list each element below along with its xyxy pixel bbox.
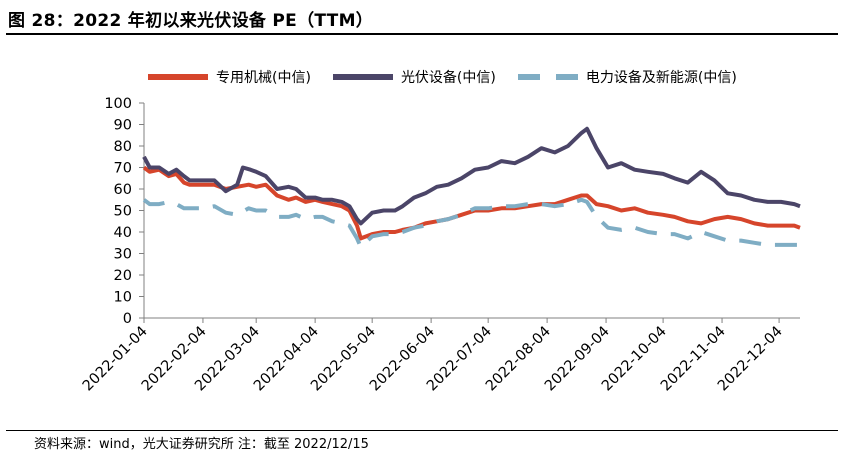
figure-header: 图 28：2022 年初以来光伏设备 PE（TTM） xyxy=(6,2,838,35)
y-tick-label: 50 xyxy=(114,204,132,220)
y-tick-label: 70 xyxy=(114,161,132,177)
legend-swatch-special-machinery xyxy=(148,74,208,80)
chart-title: 图 28：2022 年初以来光伏设备 PE（TTM） xyxy=(8,11,374,31)
footer-divider xyxy=(6,430,838,431)
legend-swatch-pv-equipment xyxy=(332,74,393,80)
legend-label-power-equipment: 电力设备及新能源(中信) xyxy=(585,70,737,86)
legend-item-pv-equipment: 光伏设备(中信) xyxy=(332,67,496,87)
legend-swatch-power-equipment xyxy=(517,74,578,80)
title-divider xyxy=(6,33,838,35)
series-line-power-equipment xyxy=(142,197,800,250)
y-tick-label: 90 xyxy=(114,118,132,134)
source-note: 资料来源：wind，光大证券研究所 注：截至 2022/12/15 xyxy=(34,437,369,452)
y-tick-label: 10 xyxy=(114,290,132,306)
series-line-pv-equipment xyxy=(142,126,801,226)
legend-item-power-equipment: 电力设备及新能源(中信) xyxy=(517,67,737,87)
y-tick-label: 0 xyxy=(123,311,132,327)
y-tick-label: 80 xyxy=(114,139,132,155)
y-tick-label: 20 xyxy=(114,268,132,284)
legend-item-special-machinery: 专用机械(中信) xyxy=(148,67,311,87)
y-tick-label: 40 xyxy=(114,225,132,241)
legend-label-pv-equipment: 光伏设备(中信) xyxy=(400,70,496,86)
y-tick-label: 60 xyxy=(114,182,132,198)
series-line-special-machinery xyxy=(142,165,801,241)
y-tick-label: 100 xyxy=(104,96,132,112)
y-tick-label: 30 xyxy=(114,247,132,263)
legend-label-special-machinery: 专用机械(中信) xyxy=(216,70,311,86)
chart-legend: 专用机械(中信) 光伏设备(中信) 电力设备及新能源(中信) xyxy=(148,66,759,88)
